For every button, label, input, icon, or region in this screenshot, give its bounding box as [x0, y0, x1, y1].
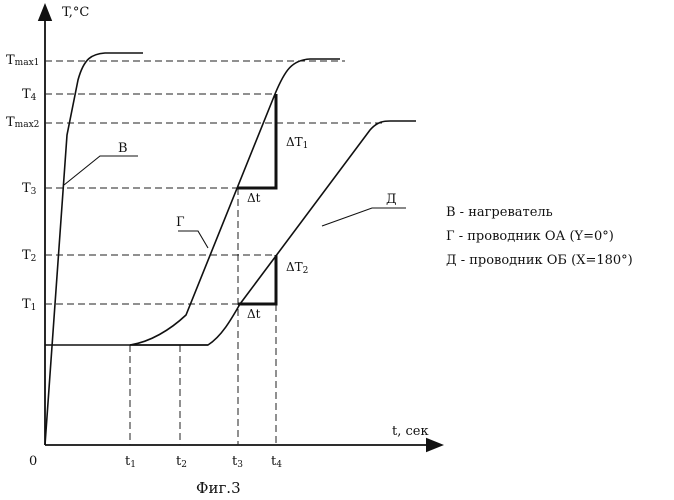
- curve-label-v: В: [118, 141, 128, 156]
- legend-item-d: Д - проводник ОБ (Х=180°): [446, 253, 633, 268]
- delta-t-lower: Δt: [247, 307, 261, 321]
- curve-v: [45, 53, 143, 445]
- x-tick-t3: t3: [232, 454, 243, 470]
- curve-label-g: Г: [176, 215, 185, 230]
- legend-item-g: Г - проводник ОА (Y=0°): [446, 229, 614, 244]
- y-tick-t1: T1: [22, 297, 36, 313]
- x-tick-t2: t2: [176, 454, 187, 470]
- leader-d: [322, 208, 406, 226]
- leader-v: [64, 156, 138, 185]
- delta-t-upper: Δt: [247, 191, 261, 205]
- legend-item-v: В - нагреватель: [446, 205, 553, 220]
- y-axis-label: T,°C: [62, 5, 89, 20]
- delta-T2: ΔT2: [286, 260, 308, 276]
- y-tick-tmax1: Tmax1: [6, 53, 39, 68]
- curve-d: [130, 121, 416, 345]
- y-tick-t3: T3: [22, 181, 37, 197]
- delta-segment-upper: [238, 94, 276, 188]
- x-tick-t1: t1: [125, 454, 136, 470]
- leader-g: [178, 231, 208, 248]
- y-tick-tmax2: Tmax2: [6, 115, 39, 130]
- x-axis-label: t, сек: [392, 424, 429, 439]
- y-tick-t4: T4: [22, 87, 37, 103]
- y-tick-t2: T2: [22, 248, 36, 264]
- figure-caption: Фиг.3: [196, 479, 241, 497]
- curve-g: [130, 59, 340, 345]
- x-tick-t4: t4: [271, 454, 282, 470]
- delta-T1: ΔT1: [286, 135, 308, 151]
- curve-label-d: Д: [386, 192, 397, 207]
- origin-label: 0: [29, 454, 37, 469]
